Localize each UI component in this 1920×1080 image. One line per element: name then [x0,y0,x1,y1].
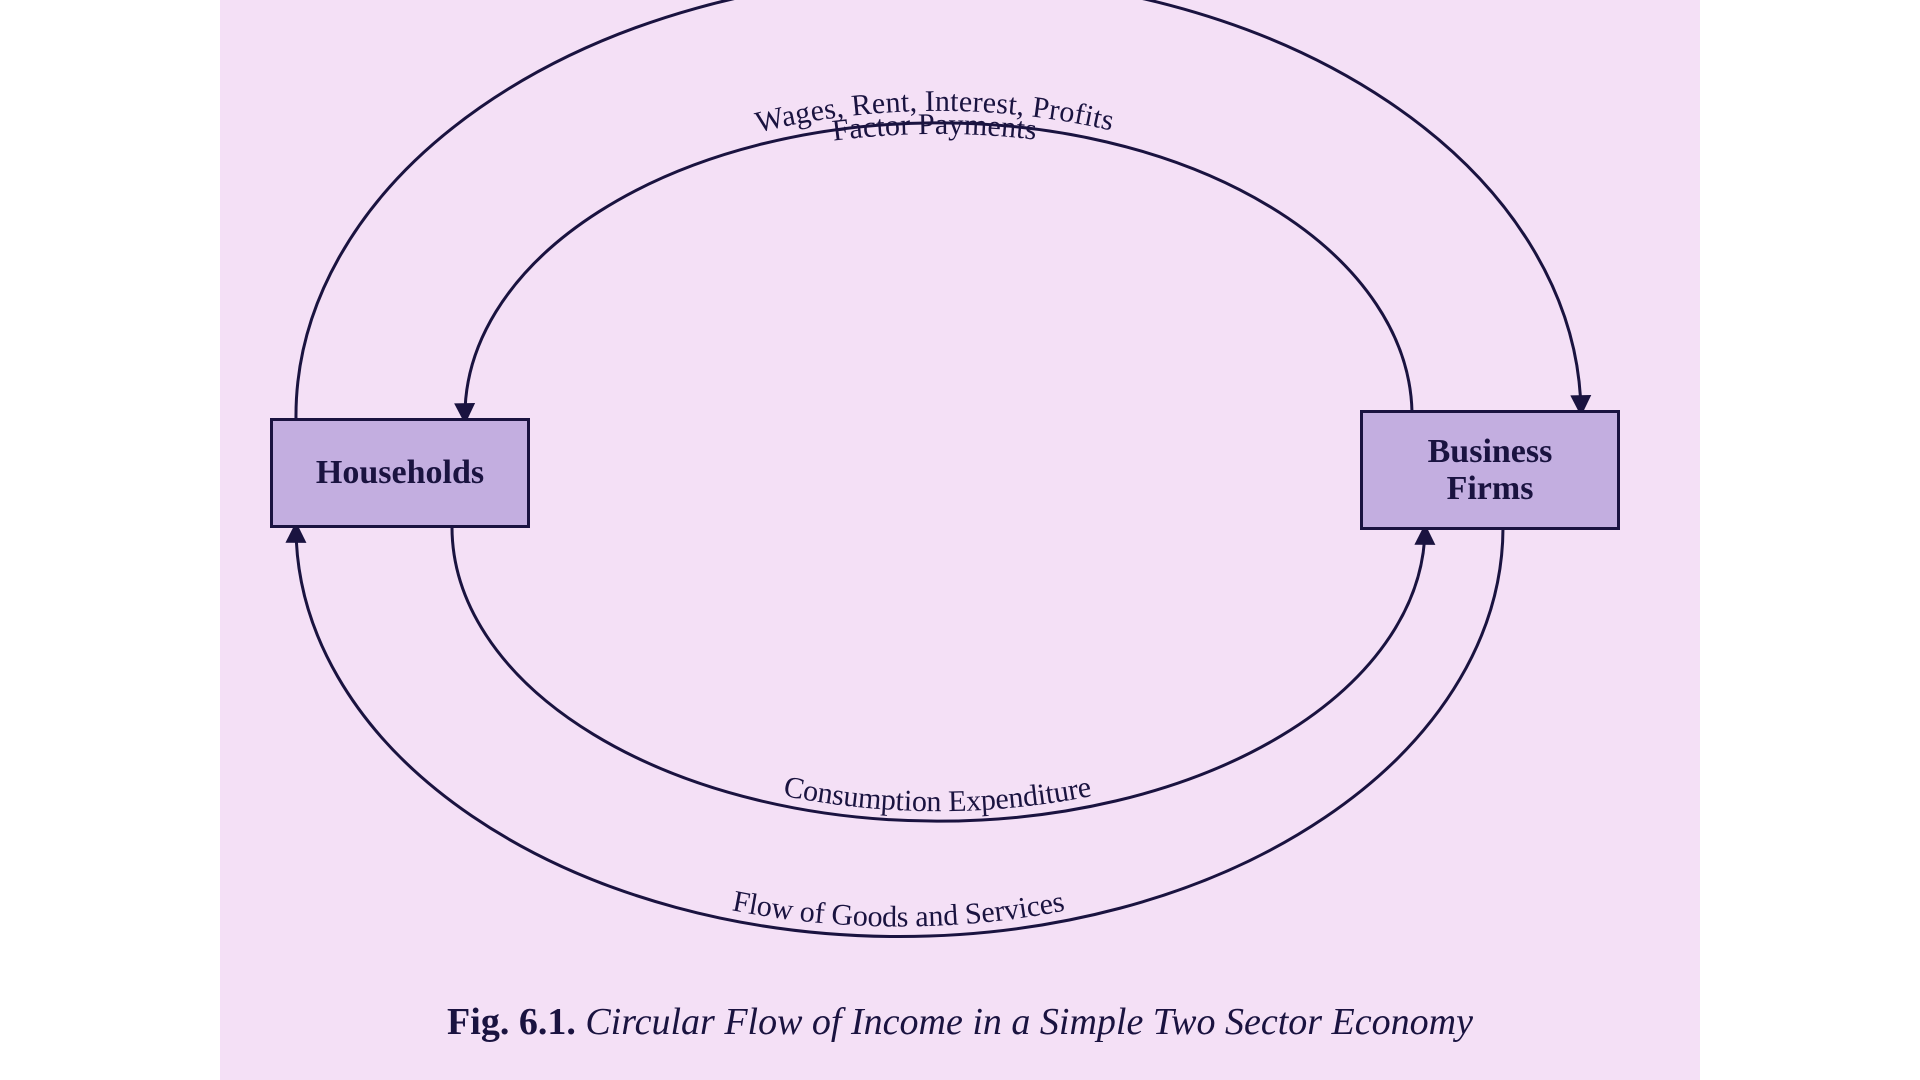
circular-flow-svg: Labour, Land, Capital & EnterpriseWages,… [220,0,1700,1080]
diagram-panel: Labour, Land, Capital & EnterpriseWages,… [220,0,1700,1080]
svg-text:Consumption Expenditure: Consumption Expenditure [781,770,1094,818]
node-households: Households [270,418,530,528]
node-households-label: Households [316,454,484,491]
svg-text:Flow of Goods and Services: Flow of Goods and Services [730,885,1067,934]
figure-number: Fig. 6.1. [447,1001,576,1043]
page-root: Labour, Land, Capital & EnterpriseWages,… [0,0,1920,1080]
figure-caption: Fig. 6.1. Circular Flow of Income in a S… [220,1000,1700,1044]
node-firms: Business Firms [1360,410,1620,530]
figure-title: Circular Flow of Income in a Simple Two … [585,1001,1473,1043]
node-firms-label: Business Firms [1428,433,1553,508]
